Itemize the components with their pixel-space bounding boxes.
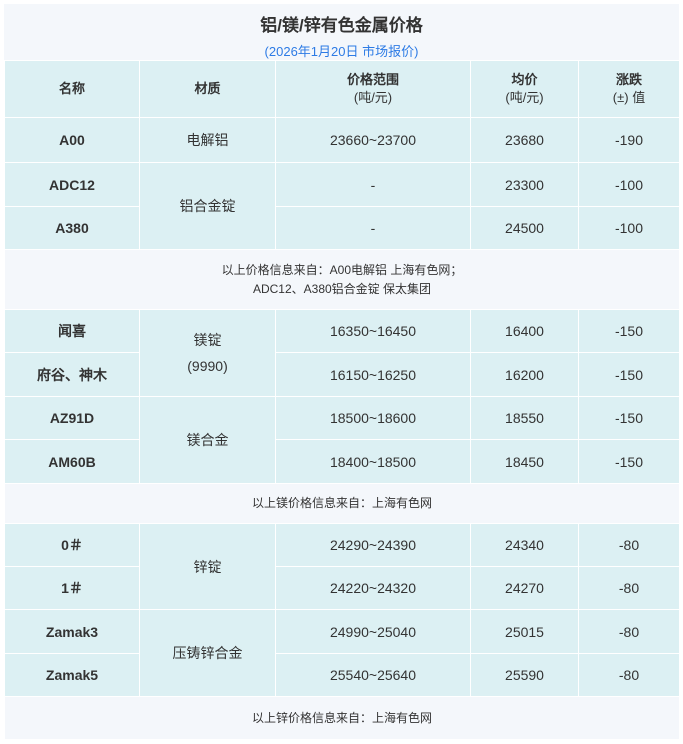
cell-name: A380 (4, 206, 140, 250)
table-row: 闻喜镁锭 (9990) 16350~16450 16400 -150 (4, 309, 680, 397)
cell-avg: 18450 (470, 439, 579, 484)
page-title: 铝/镁/锌有色金属价格 (260, 16, 423, 35)
cell-range: - (275, 162, 471, 207)
source-note: 以上镁价格信息来自：上海有色网 (4, 483, 680, 524)
table-row: A380 -24500 -100 (4, 206, 680, 250)
col-change: 涨跌 (±) 值 (578, 60, 680, 118)
source-note-row: 以上价格信息来自：A00电解铝 上海有色网； ADC12、A380铝合金锭 保太集… (4, 249, 680, 310)
col-material: 材质 (139, 60, 276, 118)
material-label: 压铸锌合金 (172, 645, 243, 661)
price-table-container: 铝/镁/锌有色金属价格 (2026年1月20日 市场报价) 名称 材质 价格范围… (4, 4, 680, 740)
material-grade: (9990) (187, 358, 228, 374)
source-note-row: 以上镁价格信息来自：上海有色网 (4, 483, 680, 524)
cell-range: 18500~18600 (275, 396, 471, 440)
cell-change: -150 (578, 396, 680, 440)
cell-change: -100 (578, 162, 680, 207)
cell-material: 铝合金锭 (139, 162, 276, 250)
col-change-unit: (±) 值 (612, 90, 646, 105)
cell-name: 闻喜 (4, 309, 140, 353)
cell-material: 电解铝 (139, 117, 276, 163)
cell-name: 1＃ (4, 566, 140, 610)
cell-change: -100 (578, 206, 680, 250)
cell-change: -80 (578, 523, 680, 567)
table-header: 铝/镁/锌有色金属价格 (2026年1月20日 市场报价) (4, 4, 679, 60)
cell-change: -150 (578, 439, 680, 484)
col-avg: 均价 (吨/元) (470, 60, 579, 118)
table-row: A00 电解铝 23660~23700 23680 -190 (4, 117, 680, 163)
cell-avg: 24500 (470, 206, 579, 250)
source-note-row: 以上锌价格信息来自：上海有色网 (4, 696, 680, 740)
cell-change: -190 (578, 117, 680, 163)
table-row: AZ91D 镁合金 18500~18600 18550 -150 (4, 396, 680, 484)
cell-range: 18400~18500 (275, 439, 471, 484)
cell-change: -150 (578, 352, 680, 397)
material-label: 锌锭 (193, 558, 222, 575)
cell-avg: 24340 (470, 523, 579, 567)
price-table: 名称 材质 价格范围 (吨/元) 均价 (吨/元) 涨跌 (±) 值 A00 电解铝 23… (4, 60, 680, 740)
cell-name: A00 (4, 117, 140, 163)
col-range-unit: (吨/元) (353, 90, 393, 105)
cell-change: -150 (578, 309, 680, 353)
cell-range: 23660~23700 (275, 117, 471, 163)
cell-name: Zamak5 (4, 653, 140, 697)
source-note-line: 以上价格信息来自：A00电解铝 上海有色网； (221, 262, 463, 277)
cell-avg: 23300 (470, 162, 579, 207)
cell-range: 16150~16250 (275, 352, 471, 397)
cell-avg: 25590 (470, 653, 579, 697)
material-label: 镁合金 (186, 432, 229, 448)
source-note: 以上价格信息来自：A00电解铝 上海有色网； ADC12、A380铝合金锭 保太集… (4, 249, 680, 310)
page-subtitle: (2026年1月20日 市场报价) (264, 44, 419, 59)
cell-name: 府谷、神木 (4, 352, 140, 397)
cell-range: 24290~24390 (275, 523, 471, 567)
table-row: Zamak3 压铸锌合金 24990~25040 25015 -80 (4, 609, 680, 697)
source-note-line: 以上镁价格信息来自：上海有色网 (251, 496, 432, 510)
cell-material: 压铸锌合金 (139, 609, 276, 697)
cell-range: 24220~24320 (275, 566, 471, 610)
source-note: 以上锌价格信息来自：上海有色网 (4, 696, 680, 740)
cell-avg: 18550 (470, 396, 579, 440)
cell-range: - (275, 206, 471, 250)
source-note-line: 以上锌价格信息来自：上海有色网 (251, 710, 432, 725)
material-label: 铝合金锭 (179, 198, 236, 214)
material-label: 镁锭 (193, 332, 222, 348)
cell-material: 镁合金 (139, 396, 276, 484)
table-row: Zamak5 25540~25640 25590 -80 (4, 653, 680, 697)
cell-name: AZ91D (4, 396, 140, 440)
col-avg-label: 均价 (511, 72, 538, 87)
cell-name: ADC12 (4, 162, 140, 207)
cell-avg: 16400 (470, 309, 579, 353)
col-change-label: 涨跌 (615, 72, 642, 87)
cell-change: -80 (578, 653, 680, 697)
cell-avg: 25015 (470, 609, 579, 654)
col-range: 价格范围 (吨/元) (275, 60, 471, 118)
cell-name: Zamak3 (4, 609, 140, 654)
cell-range: 24990~25040 (275, 609, 471, 654)
cell-change: -80 (578, 609, 680, 654)
cell-name: AM60B (4, 439, 140, 484)
table-row: 1＃ 24220~24320 24270 -80 (4, 566, 680, 610)
cell-material: 镁锭 (9990) (139, 309, 276, 397)
cell-avg: 23680 (470, 117, 579, 163)
cell-material: 锌锭 (139, 523, 276, 610)
table-row: AM60B 18400~18500 18450 -150 (4, 439, 680, 484)
cell-range: 16350~16450 (275, 309, 471, 353)
table-row: ADC12 铝合金锭 -23300 -100 (4, 162, 680, 250)
cell-range: 25540~25640 (275, 653, 471, 697)
table-row: 0＃ 锌锭 24290~24390 24340 -80 (4, 523, 680, 610)
cell-avg: 16200 (470, 352, 579, 397)
col-avg-unit: (吨/元) (505, 90, 544, 105)
col-name: 名称 (4, 60, 140, 118)
source-note-line: ADC12、A380铝合金锭 保太集团 (252, 281, 432, 296)
table-row: 府谷、神木 16150~16250 16200 -150 (4, 352, 680, 397)
cell-change: -80 (578, 566, 680, 610)
col-range-label: 价格范围 (346, 72, 399, 87)
header-row: 名称 材质 价格范围 (吨/元) 均价 (吨/元) 涨跌 (±) 值 (4, 60, 680, 118)
cell-avg: 24270 (470, 566, 579, 610)
material-label: 电解铝 (186, 132, 229, 148)
cell-name: 0＃ (4, 523, 140, 567)
